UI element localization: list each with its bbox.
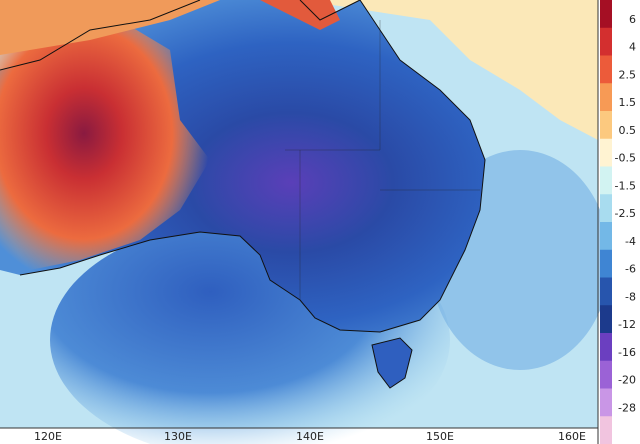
colorbar-label: -6	[625, 263, 636, 276]
colorbar-label: -4	[625, 235, 636, 248]
colorbar-swatch	[600, 111, 612, 140]
colorbar-swatch	[600, 194, 612, 223]
x-tick-label: 160E	[558, 430, 586, 443]
colorbar-swatch	[600, 305, 612, 334]
colorbar-label: -0.5	[615, 152, 636, 165]
x-axis: 120E 130E 140E 150E 160E	[34, 430, 586, 443]
colorbar-swatch	[600, 388, 612, 417]
colorbar-swatch	[600, 249, 612, 278]
colorbar-swatch	[600, 138, 612, 167]
x-tick-label: 140E	[296, 430, 324, 443]
colorbar-swatch	[600, 416, 612, 444]
colorbar-swatch	[600, 166, 612, 195]
tasmania	[371, 337, 413, 389]
colorbar-swatch	[600, 0, 612, 29]
colorbar-swatch	[600, 360, 612, 389]
colorbar-label: 2.5	[619, 68, 637, 81]
colorbar-label: 4	[629, 41, 636, 54]
colorbar-label: 1.5	[619, 96, 637, 109]
colorbar-label: -2.5	[615, 207, 636, 220]
warm-anomaly	[0, 20, 210, 272]
x-tick-label: 120E	[34, 430, 62, 443]
colorbar: 6 4 2.5 1.5 0.5 -0.5 -1.5 -2.5 -4 -6 -8 -12 -16 -20 -2…	[600, 0, 636, 444]
colorbar-swatch	[600, 277, 612, 306]
map	[0, 0, 610, 444]
coastline	[0, 0, 486, 333]
colorbar-label: -8	[625, 290, 636, 303]
colorbar-label: -20	[618, 374, 636, 387]
colorbar-swatch	[600, 27, 612, 56]
state-borders	[285, 20, 480, 300]
colorbar-swatch	[600, 83, 612, 112]
colorbar-label: 6	[629, 13, 636, 26]
colorbar-label: -16	[618, 346, 636, 359]
cape-warm	[260, 0, 340, 30]
colorbar-label: 0.5	[619, 124, 637, 137]
colorbar-swatch	[600, 333, 612, 362]
colorbar-swatch	[600, 55, 612, 84]
colorbar-label: -1.5	[615, 179, 636, 192]
colorbar-swatch	[600, 222, 612, 251]
x-tick-label: 130E	[164, 430, 192, 443]
x-tick-label: 150E	[426, 430, 454, 443]
colorbar-label: -12	[618, 318, 636, 331]
warm-sea	[300, 0, 598, 140]
colorbar-label: -28	[618, 401, 636, 414]
